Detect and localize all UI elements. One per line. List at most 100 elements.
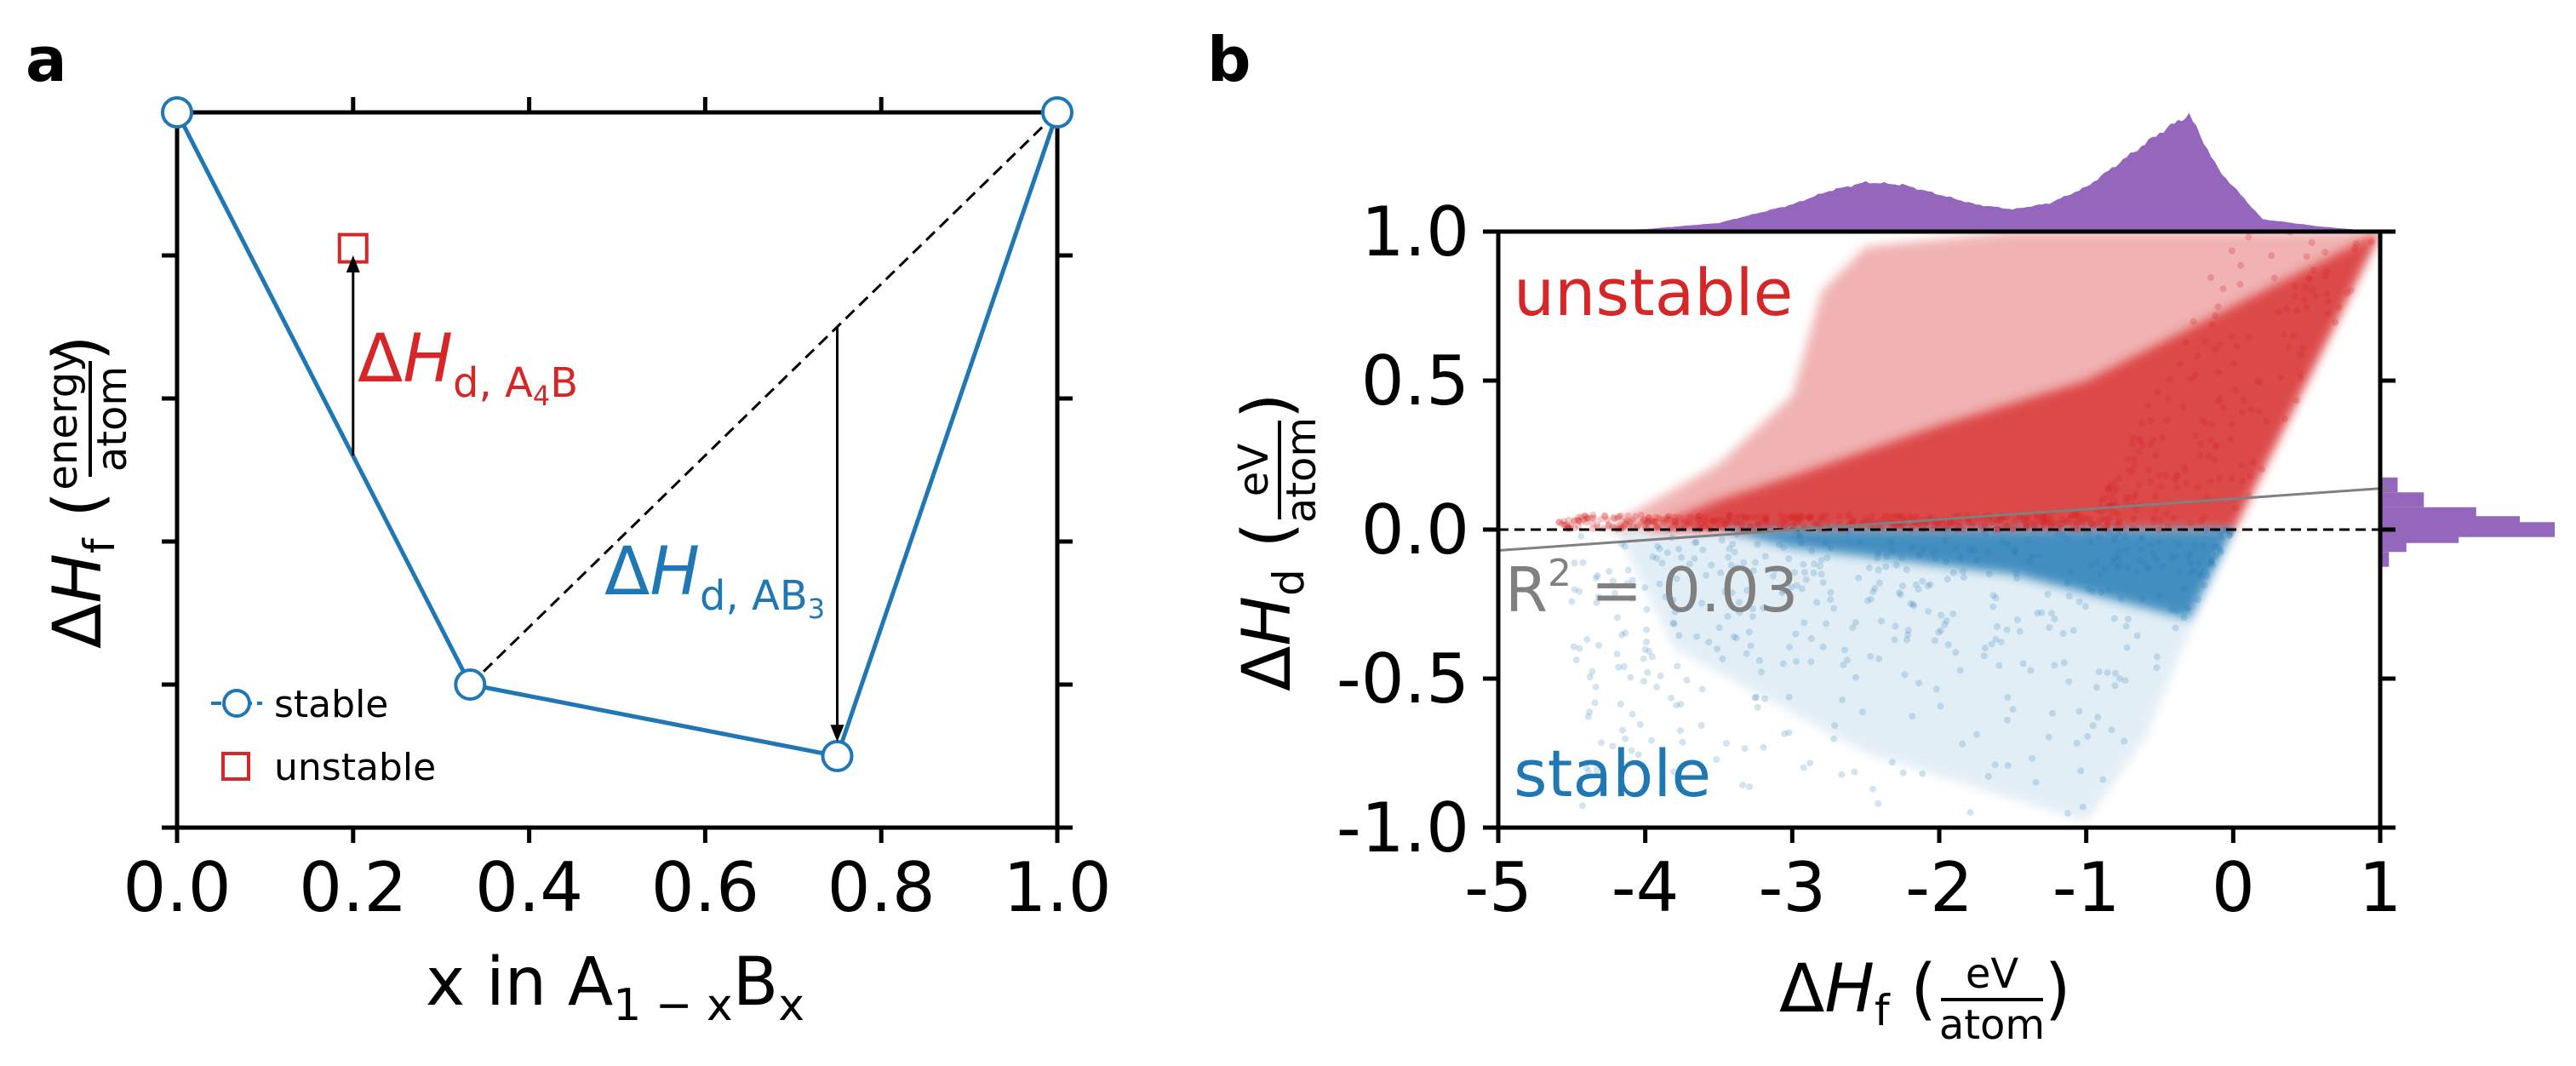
- unstable-point: [1846, 511, 1854, 519]
- unstable-point: [2075, 513, 2082, 521]
- unstable-point: [1893, 513, 1901, 520]
- unstable-point: [2104, 521, 2112, 529]
- unstable-point: [2130, 495, 2138, 502]
- stable-point: [1749, 613, 1756, 621]
- stable-point: [1984, 547, 1991, 555]
- unstable-point: [2104, 522, 2111, 530]
- unstable-point: [2107, 483, 2115, 490]
- unstable-point: [2281, 415, 2288, 422]
- stable-point: [2218, 533, 2225, 541]
- panel-b-y-label: ΔHd ( eV atom ): [1229, 393, 1325, 691]
- stable-point: [2116, 675, 2124, 683]
- unstable-point: [2240, 397, 2247, 404]
- stable-point: [1816, 563, 1823, 570]
- unstable-point: [1899, 514, 1907, 522]
- stable-point: [1931, 637, 1938, 645]
- stable-point: [2172, 624, 2179, 632]
- unstable-point: [1703, 518, 1710, 525]
- stable-point: [1728, 589, 1736, 596]
- unstable-point: [1560, 518, 1568, 525]
- unstable-point: [2063, 517, 2070, 524]
- unstable-point: [2217, 394, 2224, 402]
- unstable-point: [2144, 402, 2151, 410]
- stable-point: [1698, 685, 1706, 693]
- stable-point: [1800, 560, 1807, 568]
- stable-point: [2202, 526, 2210, 534]
- unstable-point: [2046, 517, 2053, 524]
- x-tick-label: -2: [1905, 848, 1973, 927]
- stable-point: [1851, 768, 1858, 776]
- unstable-point: [2209, 321, 2216, 329]
- stable-point: [1875, 566, 1882, 574]
- stable-point: [2184, 553, 2192, 560]
- unstable-point: [2308, 238, 2316, 246]
- unstable-point: [2167, 375, 2173, 383]
- stable-point: [1926, 581, 1934, 588]
- stable-point: [2108, 726, 2115, 734]
- unstable-point: [2029, 521, 2035, 528]
- unstable-point: [2211, 346, 2218, 353]
- unstable-point: [1671, 518, 1679, 525]
- unstable-point: [2247, 473, 2254, 480]
- unstable-point: [2068, 513, 2075, 520]
- unstable-point: [1755, 521, 1763, 529]
- svg-text:atom: atom: [1939, 1001, 2045, 1049]
- stable-point: [2038, 609, 2046, 616]
- stable-point: [1952, 649, 1960, 656]
- unstable-point: [2039, 514, 2046, 522]
- unstable-point: [2030, 522, 2038, 530]
- unstable-point: [1798, 513, 1806, 520]
- unstable-point: [1818, 516, 1825, 523]
- unstable-point: [2182, 467, 2190, 473]
- unstable-point: [2115, 474, 2123, 482]
- stable-point: [821, 740, 854, 772]
- unstable-point: [2130, 515, 2138, 523]
- stable-point: [1679, 738, 1686, 746]
- stable-point: [1903, 636, 1910, 644]
- stable-point: [1593, 599, 1600, 606]
- stable-point: [2212, 553, 2220, 560]
- unstable-point: [1555, 518, 1563, 525]
- unstable-point: [1684, 521, 1692, 529]
- stable-point: [1869, 588, 1877, 596]
- unstable-point: [1763, 514, 1771, 522]
- unstable-point: [1750, 524, 1758, 532]
- stable-point: [1795, 530, 1803, 538]
- unstable-point: [1794, 519, 1801, 526]
- unstable-point: [1805, 513, 1812, 521]
- stable-point: [2059, 630, 2067, 637]
- unstable-point: [1772, 519, 1779, 527]
- stable-point: [1840, 662, 1847, 669]
- unstable-point: [2302, 284, 2310, 292]
- unstable-point: [2180, 462, 2188, 470]
- stable-point: [1935, 628, 1943, 636]
- unstable-point: [2041, 513, 2047, 520]
- stable-point: [2104, 586, 2112, 593]
- stable-point: [2121, 533, 2129, 541]
- unstable-point: [1996, 516, 2004, 524]
- stable-point: [2064, 536, 2072, 543]
- unstable-point: [1574, 516, 1582, 524]
- stable-point: [1882, 563, 1890, 570]
- unstable-point: [2033, 520, 2041, 528]
- unstable-point: [2245, 334, 2253, 341]
- panel-b-y-tick-labels: -1.0 -0.5 0.0 0.5 1.0: [1337, 192, 1469, 868]
- stable-point: [1761, 553, 1769, 560]
- stable-point: [1586, 673, 1594, 681]
- stable-point: [1646, 648, 1653, 655]
- stable-point: [1656, 545, 1663, 553]
- unstable-point: [1968, 522, 1976, 530]
- unstable-point: [2176, 360, 2184, 368]
- stable-point: [2204, 560, 2212, 568]
- stable-point: [1818, 557, 1825, 565]
- unstable-point: [2122, 494, 2130, 501]
- unstable-point: [2165, 396, 2172, 403]
- unstable-point: [2256, 378, 2264, 386]
- unstable-point: [1571, 517, 1578, 524]
- stable-point: [1830, 735, 1838, 742]
- stable-point: [1621, 542, 1629, 550]
- unstable-point: [2051, 519, 2058, 527]
- stable-point: [2153, 555, 2160, 563]
- unstable-point: [1575, 517, 1583, 524]
